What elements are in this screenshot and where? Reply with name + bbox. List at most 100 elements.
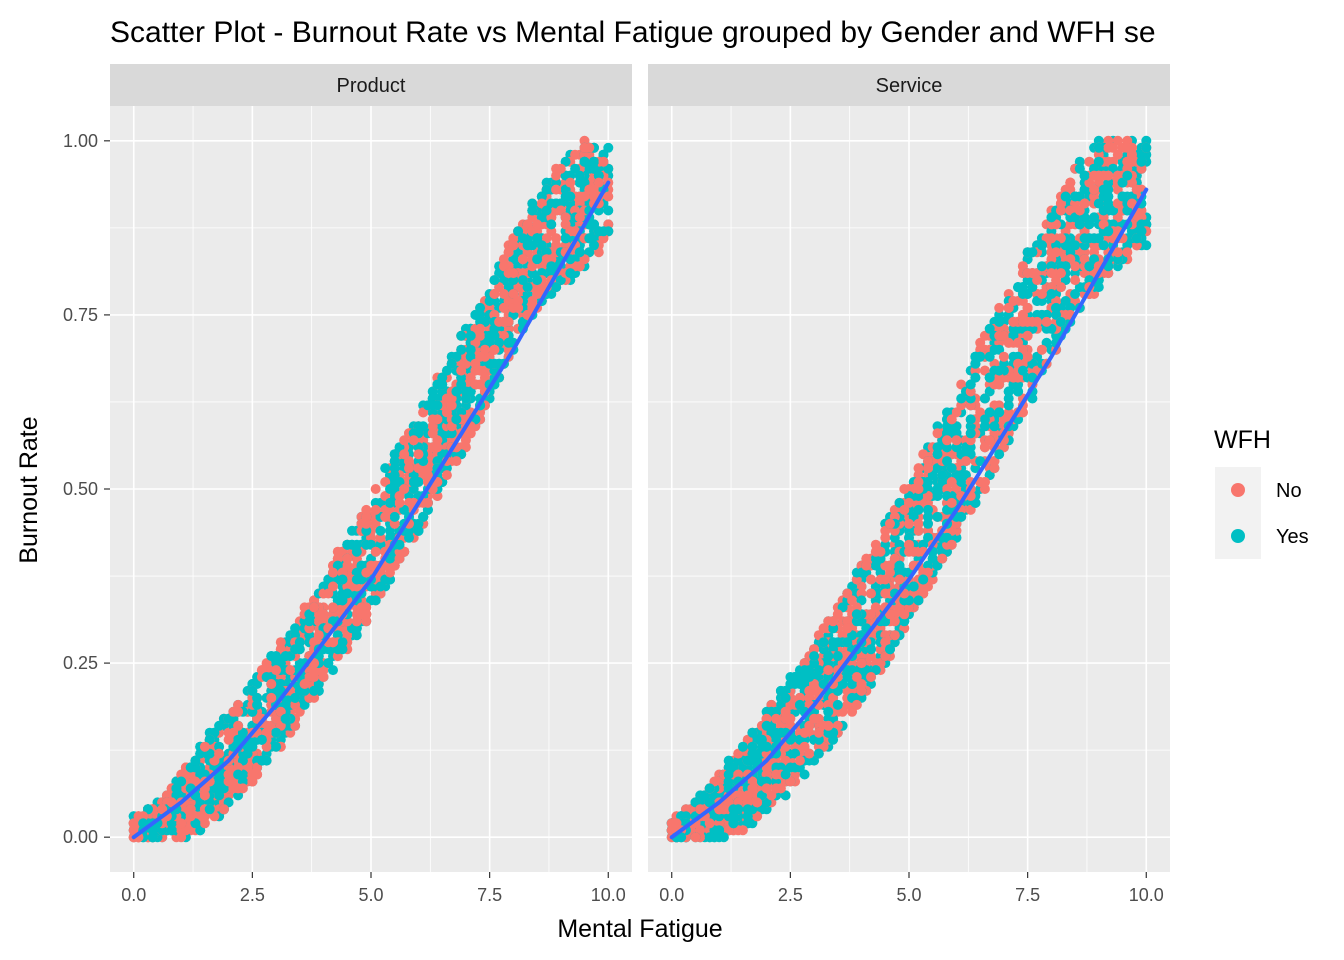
point-wfh-yes <box>456 407 467 418</box>
point-wfh-no <box>247 769 258 780</box>
point-wfh-yes <box>1098 205 1109 216</box>
y-tick-label: 0.50 <box>63 479 98 499</box>
point-wfh-no <box>517 254 528 265</box>
point-wfh-yes <box>418 421 429 432</box>
point-wfh-no <box>994 302 1005 313</box>
point-wfh-no <box>913 518 924 529</box>
point-wfh-no <box>1122 135 1133 146</box>
point-wfh-yes <box>214 790 225 801</box>
point-wfh-no <box>856 658 867 669</box>
point-wfh-yes <box>503 337 514 348</box>
point-wfh-yes <box>441 463 452 474</box>
point-wfh-no <box>956 379 967 390</box>
point-wfh-no <box>332 546 343 557</box>
point-wfh-no <box>946 539 957 550</box>
point-wfh-yes <box>1093 142 1104 153</box>
point-wfh-no <box>299 679 310 689</box>
point-wfh-yes <box>828 623 839 634</box>
point-wfh-no <box>889 630 900 641</box>
point-wfh-no <box>851 699 862 710</box>
point-wfh-no <box>1070 198 1081 209</box>
point-wfh-yes <box>984 407 995 418</box>
point-wfh-yes <box>451 386 462 397</box>
point-wfh-yes <box>1089 254 1100 265</box>
point-wfh-yes <box>975 351 986 362</box>
point-wfh-yes <box>304 616 315 627</box>
point-wfh-yes <box>885 644 895 655</box>
point-wfh-yes <box>290 630 301 641</box>
point-wfh-yes <box>1003 386 1014 397</box>
point-wfh-no <box>309 692 320 703</box>
point-wfh-yes <box>923 518 933 529</box>
point-wfh-no <box>551 184 562 195</box>
point-wfh-no <box>771 769 782 780</box>
point-wfh-no <box>309 602 320 613</box>
point-wfh-no <box>828 692 839 703</box>
point-wfh-yes <box>1122 240 1133 251</box>
point-wfh-no <box>1112 247 1123 258</box>
point-wfh-yes <box>761 741 772 752</box>
point-wfh-no <box>994 379 1005 390</box>
point-wfh-yes <box>593 170 604 181</box>
point-wfh-no <box>690 832 701 843</box>
point-wfh-no <box>1103 268 1114 279</box>
point-wfh-yes <box>866 644 876 655</box>
point-wfh-no <box>380 477 391 487</box>
point-wfh-yes <box>1003 400 1014 411</box>
point-wfh-no <box>913 525 924 536</box>
point-wfh-no <box>1093 170 1104 181</box>
point-wfh-yes <box>1093 156 1104 167</box>
point-wfh-no <box>508 233 519 244</box>
point-wfh-no <box>1074 205 1085 216</box>
point-wfh-yes <box>747 741 758 752</box>
point-wfh-no <box>785 713 796 724</box>
point-wfh-yes <box>413 525 424 536</box>
point-wfh-no <box>498 302 509 313</box>
point-wfh-no <box>176 818 187 829</box>
point-wfh-yes <box>427 386 438 397</box>
point-wfh-yes <box>1122 170 1133 181</box>
point-wfh-yes <box>375 581 386 592</box>
point-wfh-yes <box>1093 135 1104 146</box>
point-wfh-no <box>904 497 914 508</box>
point-wfh-no <box>747 783 758 794</box>
x-tick-label: 7.5 <box>477 885 502 905</box>
point-wfh-yes <box>413 477 424 487</box>
x-tick-label: 5.0 <box>896 885 921 905</box>
point-wfh-yes <box>742 755 753 766</box>
point-wfh-yes <box>1084 219 1095 230</box>
point-wfh-no <box>494 316 505 327</box>
point-wfh-yes <box>856 567 867 578</box>
point-wfh-yes <box>437 372 448 383</box>
point-wfh-yes <box>574 177 585 188</box>
point-wfh-no <box>209 811 220 822</box>
point-wfh-no <box>965 504 976 515</box>
point-wfh-no <box>946 477 957 487</box>
point-wfh-yes <box>989 344 1000 355</box>
point-wfh-yes <box>747 748 758 759</box>
point-wfh-no <box>951 484 962 494</box>
point-wfh-yes <box>299 699 310 710</box>
point-wfh-no <box>1065 177 1076 188</box>
point-wfh-yes <box>984 372 995 383</box>
point-wfh-yes <box>932 463 943 474</box>
point-wfh-no <box>342 560 353 571</box>
point-wfh-no <box>904 546 914 557</box>
point-wfh-yes <box>280 651 291 662</box>
point-wfh-no <box>1008 372 1019 383</box>
point-wfh-yes <box>790 672 801 682</box>
point-wfh-no <box>408 435 419 446</box>
point-wfh-yes <box>842 637 853 648</box>
facet-service: Service <box>648 64 1170 872</box>
point-wfh-yes <box>560 156 571 167</box>
y-tick-label: 0.25 <box>63 653 98 673</box>
point-wfh-no <box>1070 261 1081 272</box>
point-wfh-yes <box>1013 386 1024 397</box>
point-wfh-yes <box>603 205 614 216</box>
point-wfh-yes <box>422 504 433 515</box>
point-wfh-no <box>574 212 585 223</box>
point-wfh-yes <box>951 442 962 453</box>
point-wfh-yes <box>1036 261 1047 272</box>
point-wfh-no <box>842 616 853 627</box>
point-wfh-no <box>489 289 500 299</box>
